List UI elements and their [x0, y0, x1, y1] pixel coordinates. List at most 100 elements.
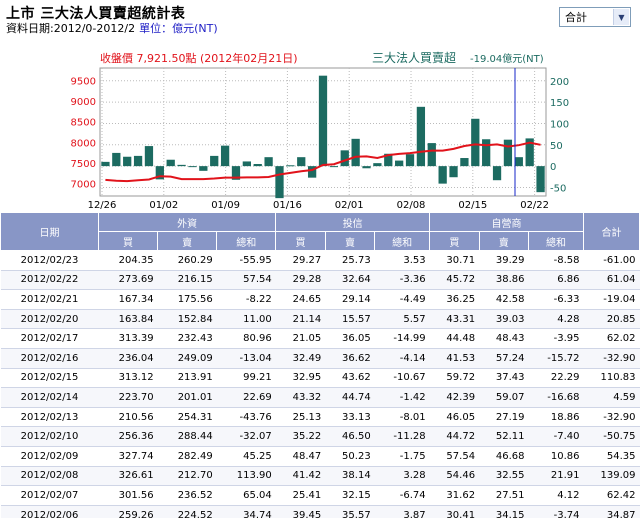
table-cell: 313.39: [98, 328, 158, 349]
table-cell: 30.71: [429, 250, 480, 271]
row-date: 2012/02/07: [0, 485, 99, 506]
table-cell: 32.95: [275, 368, 326, 389]
data-period-line: 資料日期:2012/0-2012/2 單位：億元(NT): [6, 20, 218, 36]
table-cell: 39.29: [479, 250, 529, 271]
table-cell: 4.12: [528, 485, 584, 506]
bar: [286, 165, 295, 167]
table-cell: 62.02: [583, 328, 640, 349]
bar: [242, 161, 251, 167]
table-cell: 259.26: [98, 505, 158, 518]
bar: [318, 75, 328, 167]
table-cell: -10.67: [374, 368, 430, 389]
table-cell: 34.74: [216, 505, 276, 518]
table-cell: 301.56: [98, 485, 158, 506]
table-cell: 39.45: [275, 505, 326, 518]
table-cell: 32.64: [325, 270, 375, 291]
bar: [144, 146, 154, 167]
bar: [166, 159, 175, 167]
x-axis-tick-label: 01/16: [273, 200, 302, 211]
x-axis-tick-label: 12/26: [88, 200, 117, 211]
table-cell: 54.35: [583, 446, 640, 467]
bar: [112, 152, 121, 167]
table-cell: 4.59: [583, 387, 640, 408]
table-cell: -3.36: [374, 270, 430, 291]
x-axis-tick-label: 01/09: [211, 200, 240, 211]
table-cell: 41.42: [275, 466, 326, 487]
table-cell: 21.14: [275, 309, 326, 330]
bar: [536, 166, 545, 193]
x-axis-tick-label: 02/22: [520, 200, 549, 211]
table-cell: 213.91: [157, 368, 217, 389]
price-line: [105, 141, 541, 183]
table-cell: 45.25: [216, 446, 276, 467]
table-row: 2012/02/15 313.12 213.91 99.21 32.95 43.62 -10…: [0, 368, 640, 389]
bar: [416, 106, 426, 167]
col-group-trust: 投信: [275, 212, 431, 232]
table-cell: 46.50: [325, 426, 375, 447]
bar: [210, 155, 219, 167]
bar: [123, 156, 132, 167]
table-row: 2012/02/06 259.26 224.52 34.74 39.45 35.57 3.8…: [0, 505, 640, 518]
bar: [482, 139, 491, 167]
table-cell: 80.96: [216, 328, 276, 349]
table-cell: 273.69: [98, 270, 158, 291]
col-dealer-sell: 賣: [478, 231, 530, 251]
table-cell: 223.70: [98, 387, 158, 408]
table-cell: 236.04: [98, 348, 158, 369]
row-date: 2012/02/16: [0, 348, 99, 369]
table-cell: 113.90: [216, 466, 276, 487]
table-cell: -32.90: [583, 407, 640, 428]
col-dealer-net: 總和: [528, 231, 584, 251]
table-cell: 282.49: [157, 446, 217, 467]
col-foreign-sell: 賣: [157, 231, 218, 251]
table-cell: -32.07: [216, 426, 276, 447]
chart-title-right-value: -19.04億元(NT): [470, 52, 544, 65]
row-date: 2012/02/17: [0, 328, 99, 349]
table-cell: 35.57: [325, 505, 375, 518]
table-cell: 48.47: [275, 446, 326, 467]
selected-option: 合計: [565, 11, 587, 24]
table-row: 2012/02/10 256.36 288.44 -32.07 35.22 46.50 -1…: [0, 426, 640, 447]
bar: [231, 166, 241, 180]
table-cell: -61.00: [583, 250, 640, 271]
table-cell: 57.54: [429, 446, 480, 467]
table-cell: 42.58: [479, 289, 529, 310]
net-buy-sell-chart: 收盤價 7,921.50點 (2012年02月21日) 三大法人買賣超 -19.…: [71, 50, 570, 211]
table-cell: 50.23: [325, 446, 375, 467]
table-row: 2012/02/13 210.56 254.31 -43.76 25.13 33.13 -8…: [0, 407, 640, 428]
right-axis-tick-label: 0: [550, 162, 556, 173]
table-cell: -1.42: [374, 387, 430, 408]
table-cell: -32.90: [583, 348, 640, 369]
bar: [492, 166, 502, 181]
table-cell: 59.07: [479, 387, 529, 408]
table-cell: 288.44: [157, 426, 217, 447]
table-cell: -43.76: [216, 407, 276, 428]
bar: [503, 139, 513, 167]
table-cell: 48.43: [479, 328, 529, 349]
table-cell: 163.84: [98, 309, 158, 330]
row-date: 2012/02/14: [0, 387, 99, 408]
table-cell: 45.72: [429, 270, 480, 291]
table-cell: 46.05: [429, 407, 480, 428]
x-axis-tick-label: 02/15: [458, 200, 487, 211]
bar: [340, 150, 349, 167]
table-cell: -16.68: [528, 387, 584, 408]
table-cell: 99.21: [216, 368, 276, 389]
table-cell: 25.41: [275, 485, 326, 506]
table-cell: 3.87: [374, 505, 430, 518]
table-cell: 52.11: [479, 426, 529, 447]
table-cell: 29.28: [275, 270, 326, 291]
summary-type-select[interactable]: 合計 ▼: [559, 7, 631, 27]
bar: [514, 157, 523, 167]
table-cell: 57.24: [479, 348, 529, 369]
table-cell: -55.95: [216, 250, 276, 271]
table-cell: 44.74: [325, 387, 375, 408]
bar: [297, 157, 306, 167]
table-cell: 4.28: [528, 309, 584, 330]
bar: [220, 145, 230, 167]
bar: [362, 166, 371, 169]
chevron-down-icon[interactable]: ▼: [613, 9, 629, 25]
col-group-dealer: 自營商: [429, 212, 584, 232]
table-cell: 18.86: [528, 407, 584, 428]
bar: [525, 138, 534, 167]
